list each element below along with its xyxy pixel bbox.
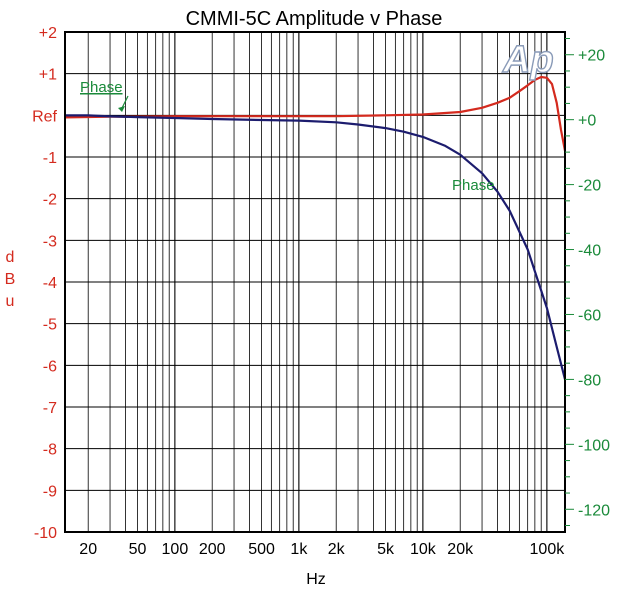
tick-labels: +2 +1 Ref -1 -2 -3 -4 -5 -6 -7 -8 -9 -10 +20 +0 -20 -40 -… bbox=[32, 25, 610, 558]
y-left-tick-label: -5 bbox=[43, 317, 57, 334]
x-tick-label: 500 bbox=[248, 541, 275, 558]
chart-title: CMMI-5C Amplitude v Phase bbox=[186, 8, 443, 30]
y-right-tick-label: -120 bbox=[578, 502, 610, 519]
y-left-tick-label: Ref bbox=[32, 108, 57, 125]
y-left-tick-label: -4 bbox=[43, 275, 57, 292]
y-left-tick-label: -1 bbox=[43, 150, 57, 167]
y-left-tick-label: +1 bbox=[39, 67, 57, 84]
y-right-tick-label: -100 bbox=[578, 437, 610, 454]
x-axis-label: Hz bbox=[306, 571, 326, 588]
x-tick-label: 100k bbox=[530, 541, 566, 558]
svg-text:Ap: Ap bbox=[502, 39, 554, 81]
y-right-tick-label: +0 bbox=[578, 113, 596, 130]
y-left-tick-label: -2 bbox=[43, 192, 57, 209]
y-left-tick-label: -7 bbox=[43, 400, 57, 417]
x-tick-label: 20k bbox=[447, 541, 474, 558]
x-tick-label: 200 bbox=[199, 541, 226, 558]
x-tick-label: 2k bbox=[328, 541, 346, 558]
svg-text:Phase: Phase bbox=[80, 79, 123, 96]
y-right-tick-label: -40 bbox=[578, 243, 601, 260]
x-tick-label: 1k bbox=[290, 541, 308, 558]
phase-line bbox=[65, 114, 567, 380]
x-tick-label: 5k bbox=[377, 541, 395, 558]
y-right-tick-label: -20 bbox=[578, 178, 601, 195]
x-tick-label: 10k bbox=[410, 541, 437, 558]
ap-logo: Ap bbox=[501, 38, 554, 81]
y-right-tick-label: +20 bbox=[578, 48, 605, 65]
amplitude-line bbox=[64, 75, 567, 152]
x-tick-label: 20 bbox=[79, 541, 97, 558]
y-axis-label-char: u bbox=[6, 293, 15, 310]
y-axis-label-char: d bbox=[6, 249, 15, 266]
x-tick-label: 100 bbox=[162, 541, 189, 558]
right-axis bbox=[565, 37, 574, 527]
phase-annotation-right: Phase bbox=[452, 177, 495, 194]
y-left-tick-label: +2 bbox=[39, 25, 57, 42]
y-left-tick-label: -9 bbox=[43, 483, 57, 500]
grid bbox=[65, 31, 565, 533]
series-layer bbox=[64, 75, 567, 380]
y-left-tick-label: -8 bbox=[43, 442, 57, 459]
y-left-tick-label: -6 bbox=[43, 358, 57, 375]
y-right-tick-label: -60 bbox=[578, 307, 601, 324]
y-right-tick-label: -80 bbox=[578, 372, 601, 389]
phase-annotation-left: Phase bbox=[80, 79, 129, 112]
y-axis-label-char: B bbox=[5, 271, 16, 288]
y-left-tick-label: -3 bbox=[43, 233, 57, 250]
y-left-tick-label: -10 bbox=[34, 525, 57, 542]
x-tick-label: 50 bbox=[129, 541, 147, 558]
